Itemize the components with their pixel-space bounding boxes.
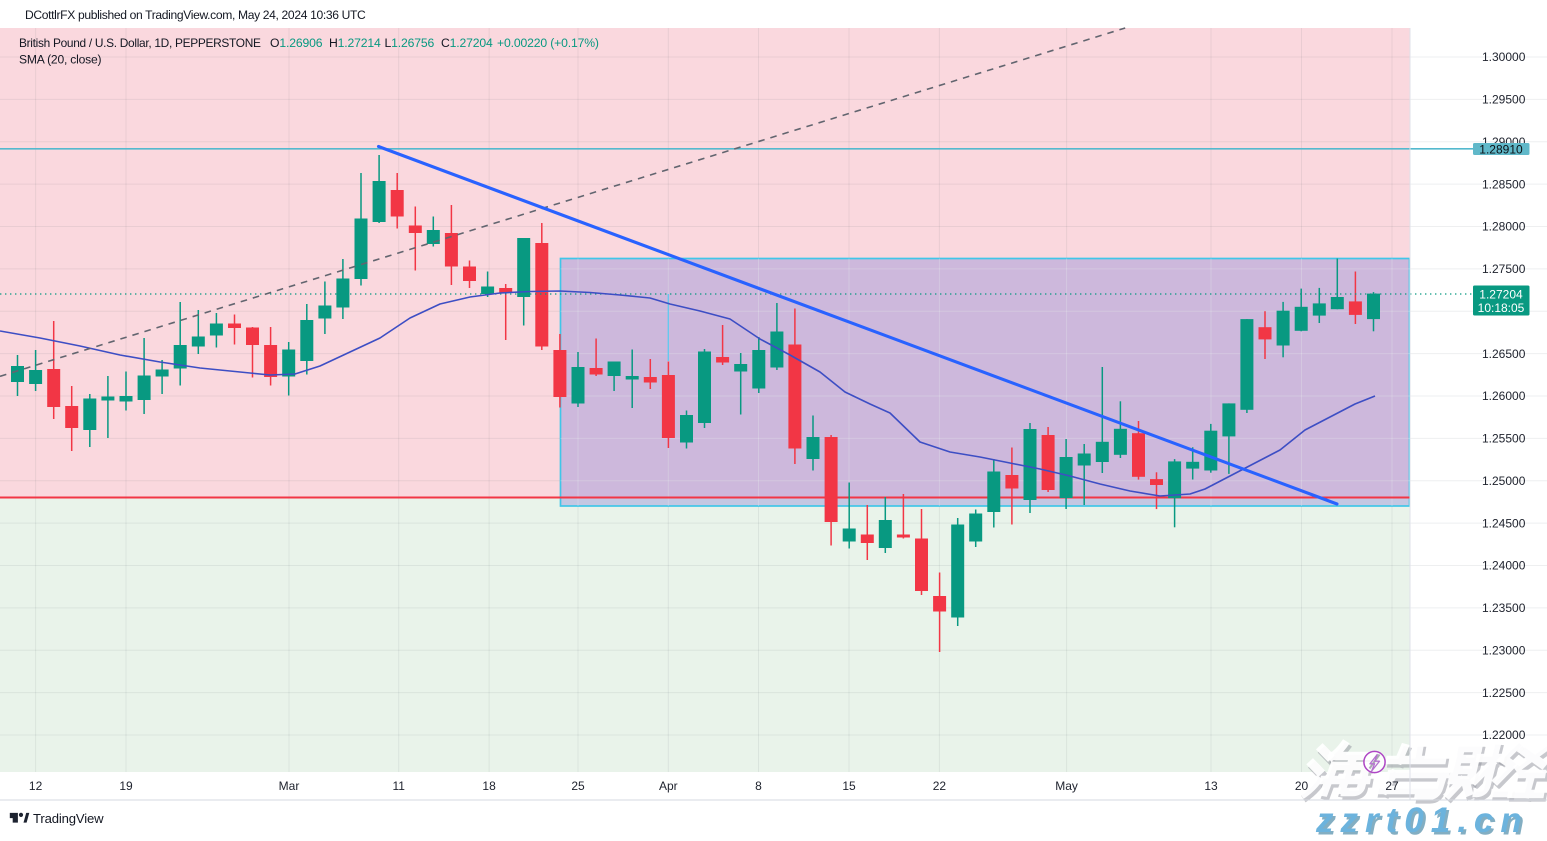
- svg-text:13: 13: [1204, 779, 1218, 793]
- svg-text:19: 19: [119, 779, 133, 793]
- svg-text:1.23000: 1.23000: [1482, 644, 1526, 658]
- svg-text:1.24000: 1.24000: [1482, 559, 1526, 573]
- svg-text:1.26500: 1.26500: [1482, 347, 1526, 361]
- svg-text:1.27204: 1.27204: [1479, 288, 1523, 302]
- svg-text:1.29500: 1.29500: [1482, 93, 1526, 107]
- svg-text:1.24500: 1.24500: [1482, 516, 1526, 530]
- svg-text:1.25000: 1.25000: [1482, 474, 1526, 488]
- svg-text:SMA (20, close): SMA (20, close): [19, 53, 102, 67]
- svg-text:1.27500: 1.27500: [1482, 262, 1526, 276]
- svg-text:1.22000: 1.22000: [1482, 728, 1526, 742]
- svg-text:11: 11: [392, 779, 405, 793]
- svg-text:1.23500: 1.23500: [1482, 601, 1526, 615]
- svg-text:TradingView: TradingView: [33, 811, 104, 826]
- svg-text:zzrt01.cn: zzrt01.cn: [1315, 801, 1529, 836]
- svg-text:1.22500: 1.22500: [1482, 686, 1526, 700]
- svg-text:British Pound / U.S. Dollar, 1: British Pound / U.S. Dollar, 1D, PEPPERS…: [19, 36, 261, 50]
- svg-text:27: 27: [1385, 779, 1399, 793]
- svg-text:1.28000: 1.28000: [1482, 220, 1526, 234]
- svg-text:18: 18: [482, 779, 496, 793]
- svg-text:20: 20: [1295, 779, 1309, 793]
- svg-text:25: 25: [571, 779, 585, 793]
- svg-text:1.25500: 1.25500: [1482, 432, 1526, 446]
- svg-text:1.28500: 1.28500: [1482, 177, 1526, 191]
- svg-text:1.28910: 1.28910: [1479, 143, 1523, 157]
- svg-text:1.30000: 1.30000: [1482, 50, 1526, 64]
- svg-text:Apr: Apr: [659, 779, 678, 793]
- svg-text:May: May: [1055, 779, 1078, 793]
- svg-text:Mar: Mar: [279, 779, 300, 793]
- svg-text:zzrt01.cn: zzrt01.cn: [1318, 804, 1532, 837]
- svg-text:10:18:05: 10:18:05: [1478, 301, 1525, 315]
- svg-text:1.26000: 1.26000: [1482, 389, 1526, 403]
- svg-text:DCottlrFX published on Trading: DCottlrFX published on TradingView.com, …: [25, 8, 366, 22]
- svg-text:15: 15: [842, 779, 856, 793]
- svg-text:22: 22: [933, 779, 947, 793]
- svg-text:12: 12: [29, 779, 43, 793]
- svg-text:8: 8: [755, 779, 762, 793]
